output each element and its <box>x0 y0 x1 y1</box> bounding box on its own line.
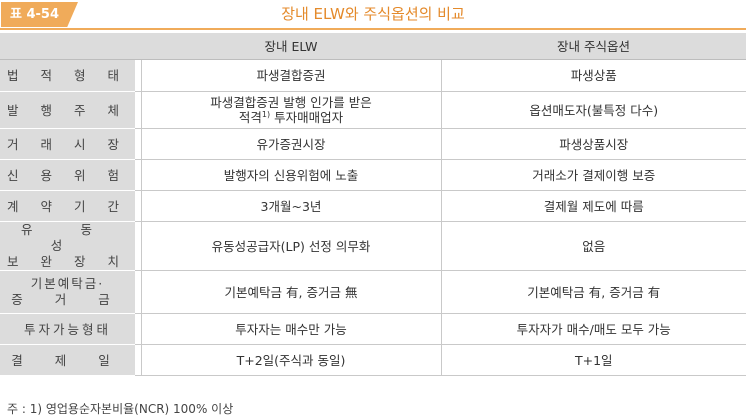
cell-option: T+1일 <box>441 344 746 376</box>
cell-elw: 투자자는 매수만 가능 <box>140 313 442 345</box>
footnote-ref: 1) <box>261 109 271 119</box>
row-spacer <box>135 91 141 129</box>
row-spacer <box>135 313 141 345</box>
table-row: 발 행 주 체 파생결합증권 발행 인가를 받은 적격1) 투자매매업자 옵션매… <box>0 91 746 129</box>
cell-option: 파생상품 <box>441 59 746 92</box>
row-spacer <box>135 344 141 376</box>
cell-elw-line2-b: 투자매매업자 <box>270 110 344 125</box>
row-spacer <box>135 221 141 271</box>
cell-elw-line2-a: 적격 <box>238 110 262 125</box>
cell-elw: 기본예탁금 有, 증거금 無 <box>140 270 442 314</box>
row-label-issuer: 발 행 주 체 <box>0 91 135 129</box>
cell-elw: 유가증권시장 <box>140 128 442 160</box>
table-number-badge: 표 4-54 <box>1 2 78 27</box>
cell-elw-line1: 파생결합증권 발행 인가를 받은 <box>210 95 372 110</box>
header-empty-cell <box>0 33 135 60</box>
row-label-liquidity: 유 동 성 보 완 장 치 <box>0 221 135 271</box>
page-title: 장내 ELW와 주식옵션의 비교 <box>281 5 465 23</box>
footnote: 주 : 1) 영업용순자본비율(NCR) 100% 이상 <box>7 402 234 416</box>
header-option: 장내 주식옵션 <box>441 33 746 60</box>
cell-elw: 파생결합증권 <box>140 59 442 92</box>
row-spacer <box>135 59 141 92</box>
cell-elw: 유동성공급자(LP) 선정 의무화 <box>140 221 442 271</box>
table-row: 신 용 위 험 발행자의 신용위험에 노출 거래소가 결제이행 보증 <box>0 159 746 191</box>
row-label-investment-type: 투자가능형태 <box>0 313 135 345</box>
table-row: 투자가능형태 투자자는 매수만 가능 투자자가 매수/매도 모두 가능 <box>0 313 746 345</box>
row-label-term: 계 약 기 간 <box>0 190 135 222</box>
table-row: 기본예탁금· 증 거 금 기본예탁금 有, 증거금 無 기본예탁금 有, 증거금… <box>0 270 746 314</box>
row-label-liquidity-line2: 보 완 장 치 <box>7 254 128 269</box>
table-row: 유 동 성 보 완 장 치 유동성공급자(LP) 선정 의무화 없음 <box>0 221 746 271</box>
header-elw: 장내 ELW <box>141 33 441 60</box>
cell-option: 옵션매도자(불특정 다수) <box>441 91 746 129</box>
row-spacer <box>135 159 141 191</box>
row-label-deposit-line1: 기본예탁금· <box>30 276 105 291</box>
header-spacer <box>135 33 141 60</box>
cell-option: 없음 <box>441 221 746 271</box>
table-row: 거 래 시 장 유가증권시장 파생상품시장 <box>0 128 746 160</box>
cell-elw: 3개월~3년 <box>140 190 442 222</box>
cell-option: 파생상품시장 <box>441 128 746 160</box>
row-spacer <box>135 270 141 314</box>
cell-elw: 발행자의 신용위험에 노출 <box>140 159 442 191</box>
table-row: 법 적 형 태 파생결합증권 파생상품 <box>0 59 746 92</box>
row-label-deposit: 기본예탁금· 증 거 금 <box>0 270 135 314</box>
table-row: 결 제 일 T+2일(주식과 동일) T+1일 <box>0 344 746 376</box>
row-label-liquidity-line1: 유 동 성 <box>21 222 114 253</box>
row-label-legal-form: 법 적 형 태 <box>0 59 135 92</box>
cell-option: 투자자가 매수/매도 모두 가능 <box>441 313 746 345</box>
row-label-market: 거 래 시 장 <box>0 128 135 160</box>
cell-option: 기본예탁금 有, 증거금 有 <box>441 270 746 314</box>
cell-elw: T+2일(주식과 동일) <box>140 344 442 376</box>
table-header-row: 장내 ELW 장내 주식옵션 <box>0 33 746 60</box>
cell-option: 결제월 제도에 따름 <box>441 190 746 222</box>
comparison-table: 장내 ELW 장내 주식옵션 법 적 형 태 파생결합증권 파생상품 발 행 주… <box>0 33 746 376</box>
title-divider <box>0 28 746 30</box>
row-label-settlement: 결 제 일 <box>0 344 135 376</box>
row-spacer <box>135 190 141 222</box>
cell-elw-line2: 적격1) 투자매매업자 <box>148 110 435 125</box>
row-spacer <box>135 128 141 160</box>
table-row: 계 약 기 간 3개월~3년 결제월 제도에 따름 <box>0 190 746 222</box>
row-label-credit-risk: 신 용 위 험 <box>0 159 135 191</box>
row-label-deposit-line2: 증 거 금 <box>11 292 124 307</box>
cell-option: 거래소가 결제이행 보증 <box>441 159 746 191</box>
cell-elw: 파생결합증권 발행 인가를 받은 적격1) 투자매매업자 <box>140 91 442 129</box>
